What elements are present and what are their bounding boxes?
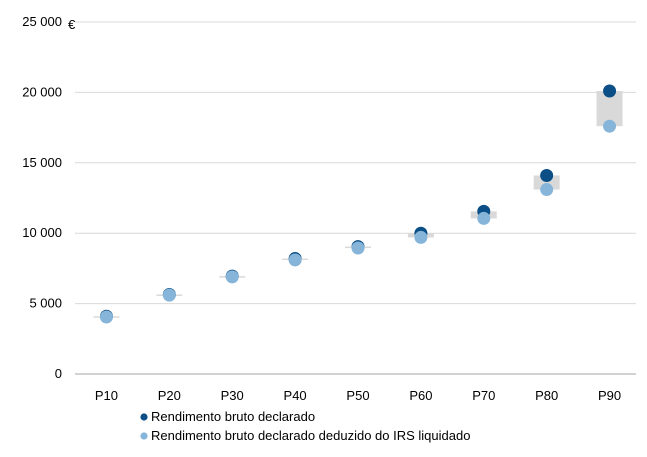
x-tick-label: P10 bbox=[95, 388, 118, 403]
legend-marker bbox=[140, 432, 148, 440]
y-tick-label: 20 000 bbox=[22, 84, 62, 99]
point-net-income bbox=[477, 211, 491, 225]
y-tick-label: 5 000 bbox=[29, 296, 62, 311]
gap-bands bbox=[93, 90, 623, 318]
point-gross-income bbox=[603, 84, 617, 98]
y-tick-label: 25 000 bbox=[22, 14, 62, 29]
axes: 0 5 000 10 000 15 000 20 000 25 000 P10 P20 P30 P… bbox=[22, 14, 636, 403]
x-tick-label: P50 bbox=[346, 388, 369, 403]
gap-band bbox=[533, 175, 560, 190]
point-net-income bbox=[351, 241, 365, 255]
legend-label: Rendimento bruto declarado deduzido do I… bbox=[151, 428, 470, 443]
legend: Rendimento bruto declarado Rendimento bru… bbox=[140, 409, 470, 443]
x-tick-label: P90 bbox=[598, 388, 621, 403]
gridlines bbox=[75, 21, 636, 305]
y-tick-label: 15 000 bbox=[22, 155, 62, 170]
legend-marker bbox=[140, 413, 148, 421]
point-net-income bbox=[99, 310, 113, 324]
y-axis-unit-label: € bbox=[68, 17, 76, 32]
x-tick-label: P60 bbox=[409, 388, 432, 403]
y-tick-label: 10 000 bbox=[22, 225, 62, 240]
x-tick-label: P20 bbox=[158, 388, 181, 403]
x-tick-label: P30 bbox=[221, 388, 244, 403]
x-tick-label: P70 bbox=[472, 388, 495, 403]
legend-label: Rendimento bruto declarado bbox=[151, 409, 315, 424]
point-net-income bbox=[540, 183, 554, 197]
point-net-income bbox=[414, 230, 428, 244]
data-points bbox=[99, 84, 617, 324]
point-net-income bbox=[162, 288, 176, 302]
x-tick-label: P40 bbox=[284, 388, 307, 403]
point-net-income bbox=[225, 270, 239, 284]
point-net-income bbox=[603, 119, 617, 133]
point-gross-income bbox=[540, 168, 554, 182]
y-tick-label: 0 bbox=[55, 366, 62, 381]
point-net-income bbox=[288, 253, 302, 267]
x-tick-label: P80 bbox=[535, 388, 558, 403]
